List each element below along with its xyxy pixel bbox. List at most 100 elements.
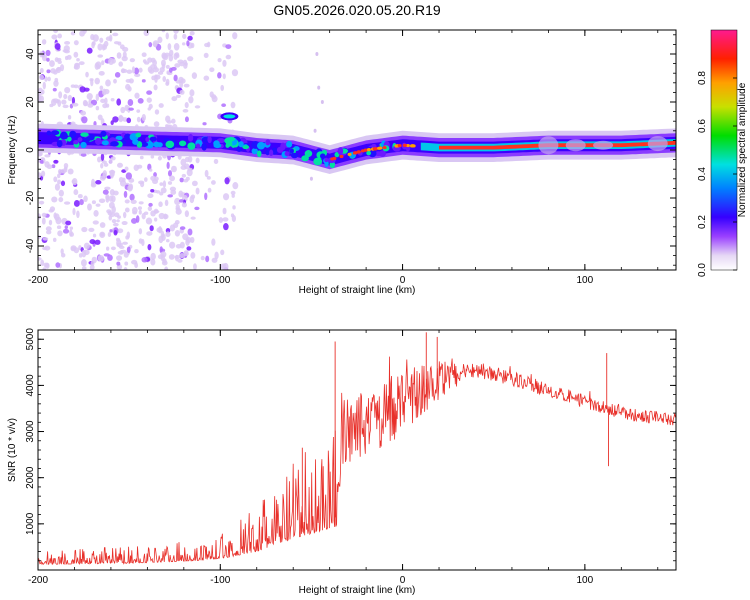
spectrogram-noise-cell xyxy=(231,215,237,222)
spectrogram-noise-cell xyxy=(220,249,225,256)
spectrogram-noise-cell xyxy=(191,72,198,79)
spectrogram-noise-cell xyxy=(157,36,163,44)
spectrogram-noise-cell xyxy=(218,217,224,223)
spectrogram-noise-cell xyxy=(51,164,56,169)
spectrogram-noise-cell xyxy=(39,68,44,74)
snr-chart: -200 -100 0 100 1000 2000 3000 4000 5000 Height … xyxy=(7,328,677,596)
spectrogram-noise-cell xyxy=(138,67,143,73)
spectrogram-noise-cell xyxy=(157,156,162,161)
spectrogram-noise-cell xyxy=(118,114,124,123)
colorbar-gradient xyxy=(711,30,737,270)
spectrogram-noise-cell xyxy=(231,69,239,77)
spectrogram-noise-cell xyxy=(184,62,188,66)
spectrogram-noise-cell xyxy=(93,210,99,217)
spectrogram-noise-cell xyxy=(184,210,189,218)
spectrogram-noise-cell xyxy=(130,218,138,224)
spectrogram-ridge-cell xyxy=(207,136,212,144)
spectrogram-ridge-cell xyxy=(187,134,194,142)
spectrogram-noise-cell xyxy=(90,34,95,41)
spectrogram-noise-cell xyxy=(38,87,43,96)
spectrogram-noise-cell xyxy=(211,95,218,103)
spectrogram-noise-cell xyxy=(116,52,122,59)
spectrogram-ridge-cell xyxy=(339,154,344,159)
spectrogram-noise-cell xyxy=(113,190,119,196)
spectrogram-y-tick-label: 0 xyxy=(25,147,36,153)
spectrogram-noise-cell xyxy=(211,238,216,246)
spectrogram-noise-cell xyxy=(97,43,103,51)
spectrogram-noise-cell xyxy=(190,216,196,220)
spectrogram-noise-cell xyxy=(159,246,163,254)
spectrogram-noise-cell xyxy=(187,228,193,236)
spectrogram-noise-cell xyxy=(182,108,189,113)
spectrogram-noise-cell xyxy=(45,226,52,232)
snr-ticks: -200 -100 0 100 1000 2000 3000 4000 5000 xyxy=(25,328,676,586)
spectrogram-noise-cell xyxy=(178,252,186,259)
spectrogram-noise-cell xyxy=(42,267,47,270)
spectrogram-noise-cell xyxy=(106,209,112,214)
spectrogram-ridge-cell xyxy=(289,148,294,154)
spectrogram-noise-cell xyxy=(111,219,117,224)
spectrogram-noise-cell xyxy=(205,255,210,263)
spectrogram-noise-cell xyxy=(153,121,160,127)
spectrogram-noise-cell xyxy=(123,190,128,198)
spectrogram-noise-cell xyxy=(72,102,79,107)
spectrogram-noise-cell xyxy=(52,87,57,92)
spectrogram-noise-cell xyxy=(44,245,51,251)
spectrogram-noise-cell xyxy=(63,45,70,53)
spectrogram-noise-cell xyxy=(80,153,87,157)
spectrogram-noise-cell xyxy=(179,89,185,95)
spectrogram-noise-cell xyxy=(103,162,109,167)
spectrogram-noise-cell xyxy=(138,238,143,244)
spectrogram-noise-cell xyxy=(89,239,96,245)
spectrogram-noise-cell xyxy=(186,40,190,47)
spectrogram-noise-cell xyxy=(220,84,225,91)
spectrogram-noise-cell xyxy=(72,207,76,216)
spectrogram-noise-cell xyxy=(97,156,102,163)
spectrogram-noise-cell xyxy=(230,101,236,109)
colorbar-ticks: 0.0 0.2 0.4 0.6 0.8 xyxy=(697,71,737,277)
spectrogram-ridge-cell xyxy=(69,130,77,139)
colorbar-tick-label: 0.8 xyxy=(697,71,708,85)
spectrogram-noise-cell xyxy=(53,159,59,164)
spectrogram-noise-cell xyxy=(64,41,71,45)
spectrogram-noise-cell xyxy=(110,98,115,102)
spectrogram-noise-cell xyxy=(162,180,167,188)
spectrogram-noise-cell xyxy=(57,179,62,185)
spectrogram-noise-cell xyxy=(149,168,153,172)
spectrogram-ridge-cell xyxy=(256,141,266,150)
spectrogram-noise-cell xyxy=(98,70,105,76)
spectrogram-noise-cell xyxy=(96,64,101,70)
spectrogram-noise-cell xyxy=(173,42,180,51)
spectrogram-noise-cell xyxy=(177,259,183,263)
spectrogram-noise-cell xyxy=(52,237,57,243)
spectrogram-noise-cell xyxy=(165,231,171,238)
spectrogram-noise-cell xyxy=(149,225,154,232)
spectrogram-noise-cell xyxy=(41,170,46,177)
spectrogram-noise-cell xyxy=(134,262,138,269)
spectrogram-noise-cell xyxy=(63,93,68,100)
spectrogram-noise-cell xyxy=(147,206,153,212)
spectrogram-noise-cell xyxy=(100,232,105,237)
spectrogram-noise-cell xyxy=(125,235,130,240)
spectrogram-noise-cell xyxy=(152,179,158,185)
snr-y-tick-label: 3000 xyxy=(25,420,36,443)
spectrogram-noise-cell xyxy=(126,69,133,74)
spectrogram-noise-cell xyxy=(95,203,101,207)
spectrogram-noise-cell xyxy=(114,72,121,78)
spectrogram-noise-cell xyxy=(86,92,93,100)
spectrogram-noise-cell xyxy=(58,189,64,197)
spectrogram-noise-cell xyxy=(45,49,51,57)
spectrogram-noise-cell xyxy=(171,96,178,102)
spectrogram-noise-cell xyxy=(143,30,150,37)
spectrogram-noise-cell xyxy=(118,176,124,183)
spectrogram-ridge-cell xyxy=(141,142,149,147)
spectrogram-noise-cell xyxy=(41,217,46,225)
spectrogram-ridge-cell xyxy=(213,143,222,149)
spectrogram-ridge-cell xyxy=(50,130,60,136)
spectrogram-noise-cell xyxy=(60,180,66,187)
spectrogram-noise-cell xyxy=(102,103,108,109)
spectrogram-noise-cell xyxy=(187,56,194,62)
spectrogram-noise-cell xyxy=(73,199,80,207)
spectrogram-noise-cell xyxy=(124,166,129,171)
